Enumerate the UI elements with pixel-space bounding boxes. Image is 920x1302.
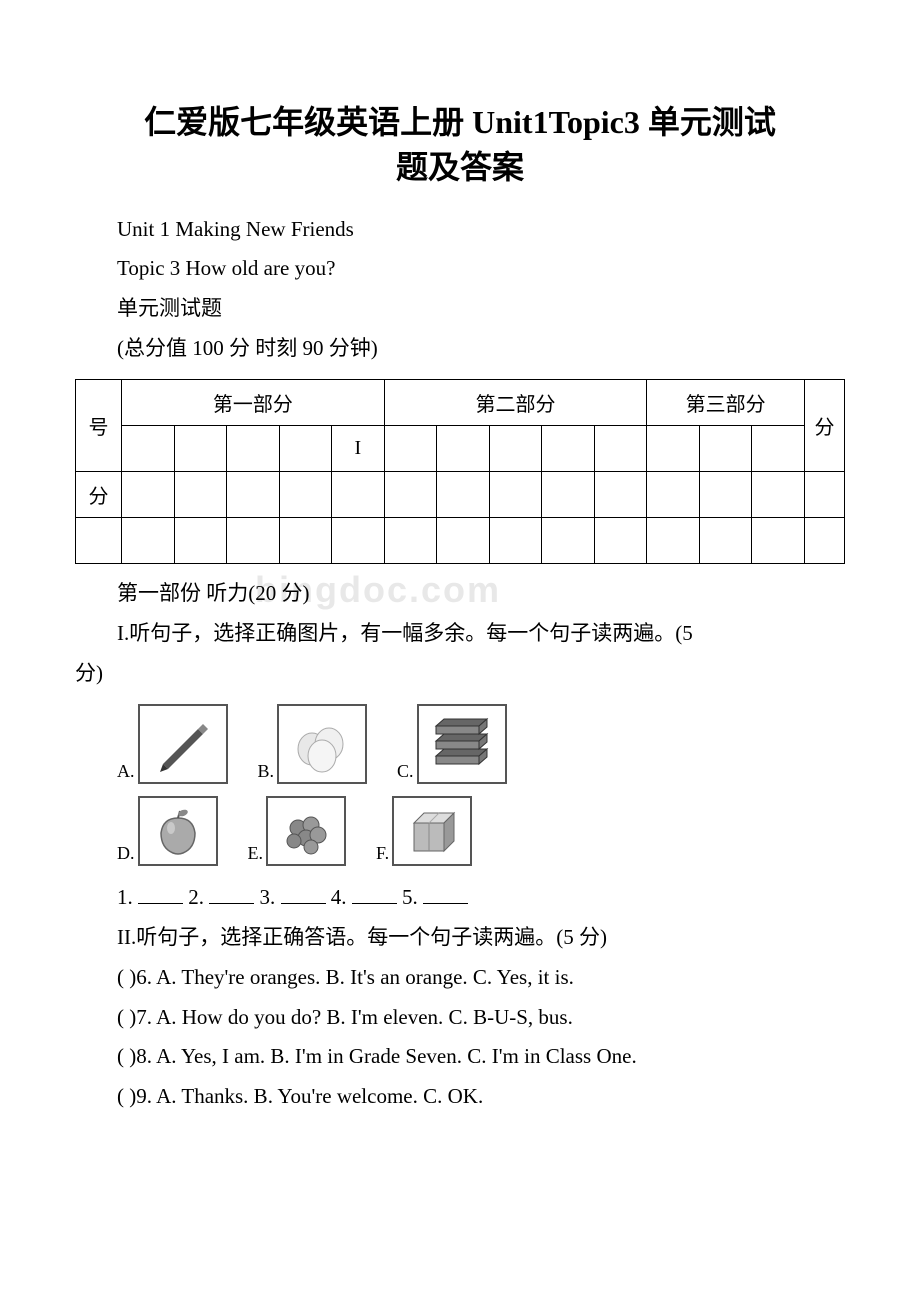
image-label-f: F.: [376, 843, 389, 864]
instruction-1-cont: 分): [75, 654, 845, 694]
unit-heading: Unit 1 Making New Friends: [75, 210, 845, 250]
cell-empty: [174, 472, 227, 518]
fill-blank-line: 1. 2. 3. 4. 5.: [75, 878, 845, 918]
cell-empty: [122, 518, 175, 564]
cell-empty: [279, 518, 332, 564]
cell-empty: [437, 472, 490, 518]
cell-empty: [227, 472, 280, 518]
cell-empty: [279, 426, 332, 472]
cell-empty: [76, 518, 122, 564]
question-8: ( )8. A. Yes, I am. B. I'm in Grade Seve…: [75, 1037, 845, 1077]
watermark-container: bingdoc.com 第一部份 听力(20 分): [75, 574, 845, 614]
cell-empty: [752, 426, 805, 472]
image-item-b: B.: [258, 704, 368, 784]
cell-empty: [279, 472, 332, 518]
blank-4[interactable]: [352, 886, 397, 904]
test-label: 单元测试题: [75, 289, 845, 329]
image-row-2: D. E.: [117, 796, 845, 866]
image-label-e: E.: [248, 843, 264, 864]
cell-empty: [437, 518, 490, 564]
cell-empty: [227, 518, 280, 564]
cell-part2: 第二部分: [384, 380, 647, 426]
cell-empty: [489, 472, 542, 518]
cell-empty: [489, 426, 542, 472]
cell-empty: [227, 426, 280, 472]
cell-total: 分: [805, 380, 845, 472]
blank-3[interactable]: [281, 886, 326, 904]
cell-empty: [122, 426, 175, 472]
cell-empty: [647, 426, 700, 472]
cell-empty: [594, 426, 647, 472]
title-line-1: 仁爱版七年级英语上册 Unit1Topic3 单元测试: [75, 100, 845, 145]
score-info: (总分值 100 分 时刻 90 分钟): [75, 329, 845, 369]
cell-empty: [384, 426, 437, 472]
cell-number-label: 号: [76, 380, 122, 472]
section1-heading: 第一部份 听力(20 分): [75, 574, 845, 614]
cell-empty: [752, 472, 805, 518]
apple-icon: [138, 796, 218, 866]
grapes-icon: [266, 796, 346, 866]
cell-empty: [489, 518, 542, 564]
image-item-f: F.: [376, 796, 472, 866]
cell-empty: [384, 518, 437, 564]
topic-heading: Topic 3 How old are you?: [75, 249, 845, 289]
cell-empty: [332, 472, 385, 518]
cell-empty: [699, 426, 752, 472]
eggs-icon: [277, 704, 367, 784]
cell-empty: [332, 518, 385, 564]
image-item-c: C.: [397, 704, 507, 784]
question-6: ( )6. A. They're oranges. B. It's an ora…: [75, 958, 845, 998]
box-icon: [392, 796, 472, 866]
image-item-e: E.: [248, 796, 347, 866]
cell-empty: [542, 472, 595, 518]
table-row-sub: I: [76, 426, 845, 472]
table-row-score: 分: [76, 472, 845, 518]
cell-empty: [384, 472, 437, 518]
cell-empty: [122, 472, 175, 518]
image-row-1: A. B. C.: [117, 704, 845, 784]
cell-empty: [752, 518, 805, 564]
books-icon: [417, 704, 507, 784]
blank-1[interactable]: [138, 886, 183, 904]
question-9: ( )9. A. Thanks. B. You're welcome. C. O…: [75, 1077, 845, 1117]
cell-empty: [594, 518, 647, 564]
blank-2[interactable]: [209, 886, 254, 904]
cell-part1: 第一部分: [122, 380, 385, 426]
cell-empty: [437, 426, 490, 472]
cell-empty: [174, 518, 227, 564]
cell-score-label: 分: [76, 472, 122, 518]
image-label-c: C.: [397, 761, 414, 782]
image-item-d: D.: [117, 796, 218, 866]
cell-empty: [542, 518, 595, 564]
cell-empty: [594, 472, 647, 518]
cell-roman-i: I: [332, 426, 385, 472]
blank-5[interactable]: [423, 886, 468, 904]
cell-empty: [542, 426, 595, 472]
instruction-2: II.听句子，选择正确答语。每一个句子读两遍。(5 分): [75, 918, 845, 958]
cell-empty: [174, 426, 227, 472]
cell-empty: [699, 472, 752, 518]
pen-icon: [138, 704, 228, 784]
score-table: 号 第一部分 第二部分 第三部分 分 I 分: [75, 379, 845, 564]
document-title: 仁爱版七年级英语上册 Unit1Topic3 单元测试 题及答案: [75, 100, 845, 190]
instruction-1: I.听句子，选择正确图片，有一幅多余。每一个句子读两遍。(5: [75, 614, 845, 654]
cell-part3: 第三部分: [647, 380, 805, 426]
cell-empty: [647, 472, 700, 518]
table-row-bottom: [76, 518, 845, 564]
image-label-b: B.: [258, 761, 275, 782]
cell-empty: [699, 518, 752, 564]
cell-empty: [647, 518, 700, 564]
title-line-2: 题及答案: [75, 145, 845, 190]
question-7: ( )7. A. How do you do? B. I'm eleven. C…: [75, 998, 845, 1038]
images-container: A. B. C.: [75, 704, 845, 866]
cell-empty: [805, 518, 845, 564]
image-label-a: A.: [117, 761, 135, 782]
image-item-a: A.: [117, 704, 228, 784]
image-label-d: D.: [117, 843, 135, 864]
table-row-header: 号 第一部分 第二部分 第三部分 分: [76, 380, 845, 426]
cell-empty: [805, 472, 845, 518]
